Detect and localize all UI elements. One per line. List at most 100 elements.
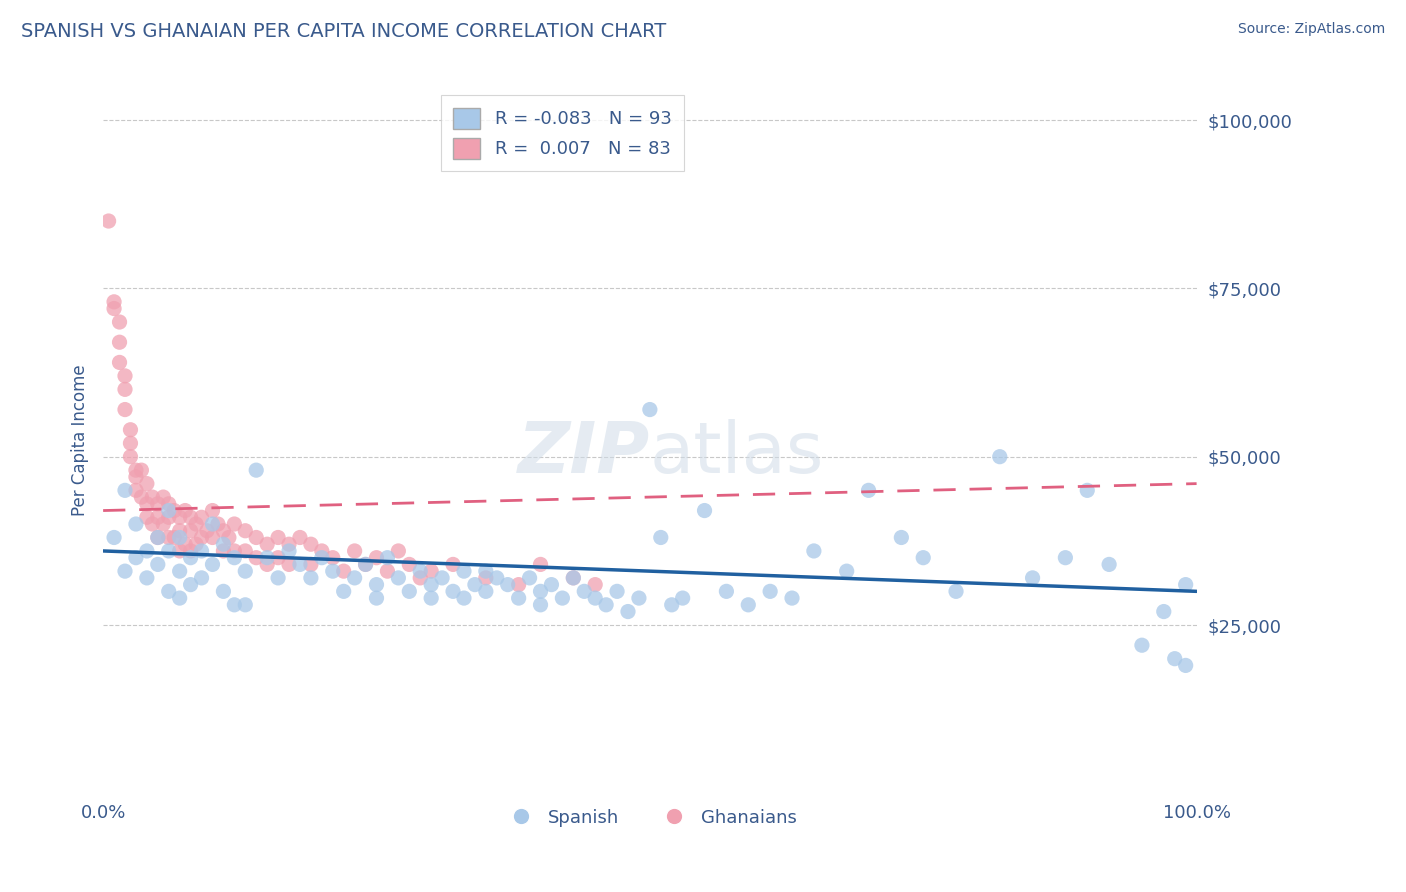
Point [169, 544, 191, 558]
Point [551, 591, 574, 605]
Point [606, 584, 628, 599]
Point [135, 476, 157, 491]
Point [562, 571, 585, 585]
Point [420, 591, 443, 605]
Point [233, 564, 256, 578]
Point [343, 544, 366, 558]
Point [224, 516, 246, 531]
Point [190, 571, 212, 585]
Point [638, 402, 661, 417]
Point [103, 294, 125, 309]
Point [256, 537, 278, 551]
Point [387, 571, 409, 585]
Point [278, 544, 301, 558]
Text: Source: ZipAtlas.com: Source: ZipAtlas.com [1237, 22, 1385, 37]
Point [496, 577, 519, 591]
Point [332, 584, 354, 599]
Point [146, 510, 169, 524]
Point [627, 591, 650, 605]
Point [508, 577, 530, 591]
Point [180, 510, 202, 524]
Point [201, 558, 224, 572]
Point [1153, 605, 1175, 619]
Point [212, 584, 235, 599]
Point [169, 564, 191, 578]
Point [207, 516, 229, 531]
Point [218, 531, 240, 545]
Point [387, 544, 409, 558]
Point [125, 516, 148, 531]
Point [267, 571, 290, 585]
Point [131, 463, 153, 477]
Point [125, 550, 148, 565]
Point [519, 571, 541, 585]
Point [1174, 577, 1197, 591]
Point [1098, 558, 1121, 572]
Point [114, 368, 136, 383]
Point [146, 531, 169, 545]
Point [125, 483, 148, 498]
Point [322, 550, 344, 565]
Legend: Spanish, Ghanaians: Spanish, Ghanaians [496, 801, 804, 834]
Point [114, 483, 136, 498]
Point [180, 577, 202, 591]
Point [475, 564, 498, 578]
Point [245, 550, 267, 565]
Point [343, 571, 366, 585]
Point [195, 524, 218, 538]
Point [988, 450, 1011, 464]
Point [430, 571, 453, 585]
Point [157, 503, 180, 517]
Point [152, 490, 174, 504]
Point [299, 571, 322, 585]
Point [278, 558, 301, 572]
Point [190, 510, 212, 524]
Point [278, 537, 301, 551]
Point [1076, 483, 1098, 498]
Point [780, 591, 803, 605]
Point [354, 558, 377, 572]
Point [858, 483, 880, 498]
Point [540, 577, 562, 591]
Point [157, 584, 180, 599]
Point [120, 450, 142, 464]
Point [212, 544, 235, 558]
Point [169, 524, 191, 538]
Point [141, 490, 163, 504]
Point [672, 591, 695, 605]
Point [146, 558, 169, 572]
Point [174, 503, 197, 517]
Point [377, 550, 399, 565]
Point [529, 584, 551, 599]
Point [201, 531, 224, 545]
Point [212, 524, 235, 538]
Point [108, 315, 131, 329]
Point [759, 584, 782, 599]
Point [120, 423, 142, 437]
Point [485, 571, 508, 585]
Point [1174, 658, 1197, 673]
Point [661, 598, 683, 612]
Y-axis label: Per Capita Income: Per Capita Income [72, 364, 89, 516]
Point [716, 584, 738, 599]
Point [835, 564, 858, 578]
Point [157, 497, 180, 511]
Point [366, 550, 388, 565]
Point [141, 516, 163, 531]
Text: SPANISH VS GHANAIAN PER CAPITA INCOME CORRELATION CHART: SPANISH VS GHANAIAN PER CAPITA INCOME CO… [21, 22, 666, 41]
Point [157, 531, 180, 545]
Point [190, 531, 212, 545]
Point [245, 463, 267, 477]
Point [398, 558, 420, 572]
Point [464, 577, 486, 591]
Point [233, 598, 256, 612]
Point [114, 564, 136, 578]
Point [180, 524, 202, 538]
Point [299, 537, 322, 551]
Point [529, 558, 551, 572]
Point [103, 301, 125, 316]
Point [184, 516, 207, 531]
Point [475, 571, 498, 585]
Point [617, 605, 640, 619]
Point [420, 577, 443, 591]
